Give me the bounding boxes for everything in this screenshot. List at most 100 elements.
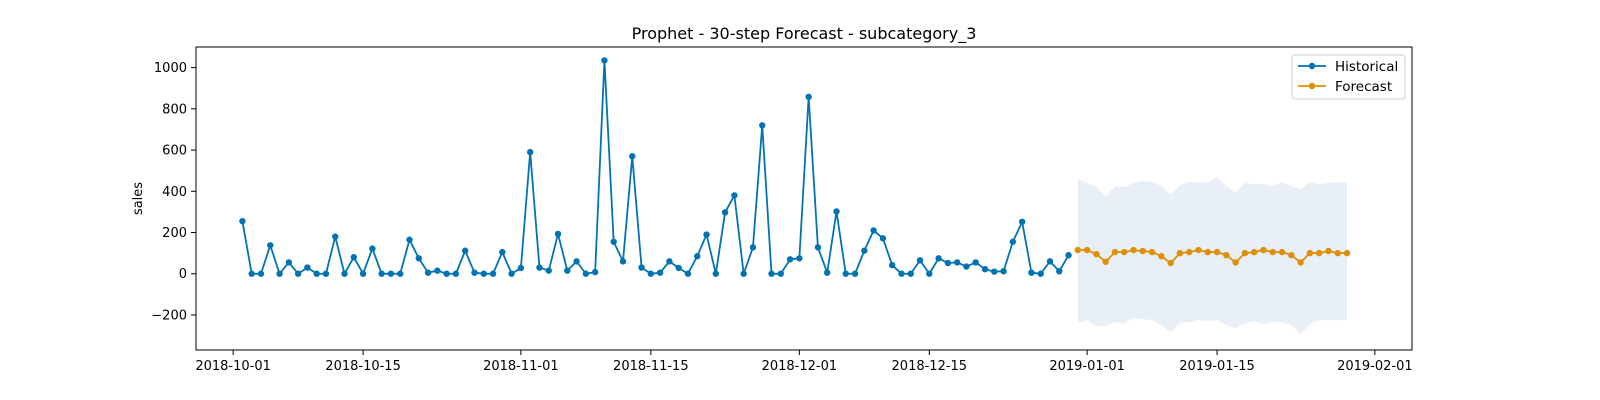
historical-point bbox=[740, 270, 747, 277]
historical-point bbox=[508, 270, 515, 277]
forecast-point bbox=[1251, 248, 1258, 256]
x-tick-label: 2018-12-15 bbox=[892, 359, 968, 374]
forecast-point bbox=[1269, 248, 1276, 256]
x-tick-label: 2019-01-01 bbox=[1049, 359, 1125, 374]
historical-point bbox=[526, 148, 534, 156]
historical-point bbox=[248, 270, 255, 277]
historical-point bbox=[944, 259, 952, 267]
forecast-point bbox=[1315, 249, 1323, 257]
historical-point bbox=[731, 192, 738, 199]
historical-point bbox=[870, 227, 877, 234]
historical-point bbox=[536, 264, 543, 271]
historical-point bbox=[471, 269, 478, 276]
historical-point bbox=[666, 258, 673, 265]
historical-point bbox=[332, 233, 339, 240]
historical-point bbox=[981, 266, 989, 273]
historical-point bbox=[322, 270, 330, 277]
y-axis-label: sales bbox=[131, 182, 146, 215]
historical-point bbox=[647, 270, 655, 277]
historical-point bbox=[703, 231, 710, 238]
forecast-point bbox=[1176, 249, 1184, 257]
historical-point bbox=[461, 247, 469, 254]
forecast-point bbox=[1223, 251, 1230, 259]
historical-point bbox=[842, 270, 849, 277]
plot-frame bbox=[195, 46, 1413, 351]
forecast-point bbox=[1288, 251, 1295, 259]
historical-point bbox=[991, 268, 998, 275]
forecast-point bbox=[1343, 249, 1351, 257]
legend-swatch-marker bbox=[1308, 62, 1316, 70]
y-tick-label: 600 bbox=[162, 144, 187, 159]
forecast-point bbox=[1148, 248, 1156, 256]
historical-point bbox=[814, 244, 822, 251]
historical-point bbox=[406, 236, 413, 243]
x-tick-label: 2018-10-15 bbox=[325, 359, 401, 374]
historical-point bbox=[554, 230, 562, 238]
historical-point bbox=[452, 270, 460, 277]
historical-point bbox=[888, 261, 896, 269]
forecast-point bbox=[1297, 259, 1304, 266]
historical-point bbox=[1009, 238, 1017, 245]
historical-point bbox=[434, 267, 441, 274]
historical-point bbox=[879, 235, 887, 242]
x-tick-label: 2018-11-15 bbox=[613, 359, 689, 374]
forecast-point bbox=[1241, 249, 1249, 257]
x-tick-label: 2018-10-01 bbox=[195, 359, 271, 374]
forecast-point bbox=[1111, 248, 1119, 256]
historical-point bbox=[916, 257, 924, 264]
axes-layer: −200 0 200 400 600 800 1000 2018-10-01 2018-10-1… bbox=[151, 46, 1413, 374]
y-tick-label: −200 bbox=[151, 308, 187, 323]
forecast-point bbox=[1093, 250, 1100, 258]
historical-point bbox=[1018, 218, 1026, 225]
historical-point bbox=[759, 122, 766, 129]
historical-point bbox=[768, 270, 775, 277]
historical-point bbox=[656, 269, 664, 276]
historical-point bbox=[285, 259, 293, 266]
y-tick-label: 800 bbox=[162, 102, 187, 117]
historical-point bbox=[629, 153, 636, 160]
historical-point bbox=[953, 259, 961, 266]
forecast-point bbox=[1102, 258, 1109, 265]
historical-point bbox=[313, 270, 320, 277]
historical-point bbox=[684, 270, 692, 277]
historical-point bbox=[777, 270, 784, 277]
historical-point bbox=[341, 270, 348, 277]
historical-point bbox=[638, 264, 645, 271]
historical-point bbox=[907, 270, 914, 277]
historical-point bbox=[1037, 270, 1044, 277]
historical-point bbox=[694, 253, 701, 260]
historical-point bbox=[591, 268, 599, 276]
historical-point bbox=[805, 93, 812, 101]
forecast-point bbox=[1186, 248, 1193, 256]
forecast-point bbox=[1306, 249, 1314, 257]
confidence-band-layer bbox=[1077, 176, 1348, 334]
y-tick-label: 0 bbox=[179, 267, 187, 282]
historical-point bbox=[1028, 269, 1035, 276]
historical-point bbox=[294, 270, 302, 277]
historical-point bbox=[267, 242, 274, 249]
historical-point bbox=[1046, 258, 1054, 265]
x-tick-label: 2019-02-01 bbox=[1337, 359, 1413, 374]
historical-point bbox=[619, 258, 627, 265]
x-tick-label: 2018-11-01 bbox=[483, 359, 559, 374]
historical-point bbox=[564, 267, 571, 274]
forecast-point bbox=[1213, 248, 1221, 256]
series-layer bbox=[239, 57, 1351, 277]
historical-point bbox=[675, 264, 682, 272]
historical-point bbox=[786, 256, 794, 263]
legend-swatch-marker bbox=[1308, 82, 1316, 90]
historical-point bbox=[443, 270, 450, 277]
historical-point bbox=[387, 270, 395, 277]
historical-point bbox=[359, 270, 367, 277]
legend-items: Historical Forecast bbox=[1298, 59, 1398, 95]
historical-point bbox=[851, 270, 859, 277]
forecast-point bbox=[1232, 259, 1239, 266]
historical-point bbox=[480, 270, 487, 277]
historical-point bbox=[721, 209, 729, 216]
historical-point bbox=[833, 208, 840, 215]
y-tick-label: 1000 bbox=[154, 61, 187, 76]
forecast-point bbox=[1204, 248, 1211, 256]
historical-point bbox=[545, 267, 552, 274]
historical-point bbox=[489, 270, 497, 277]
historical-point bbox=[1000, 268, 1007, 275]
